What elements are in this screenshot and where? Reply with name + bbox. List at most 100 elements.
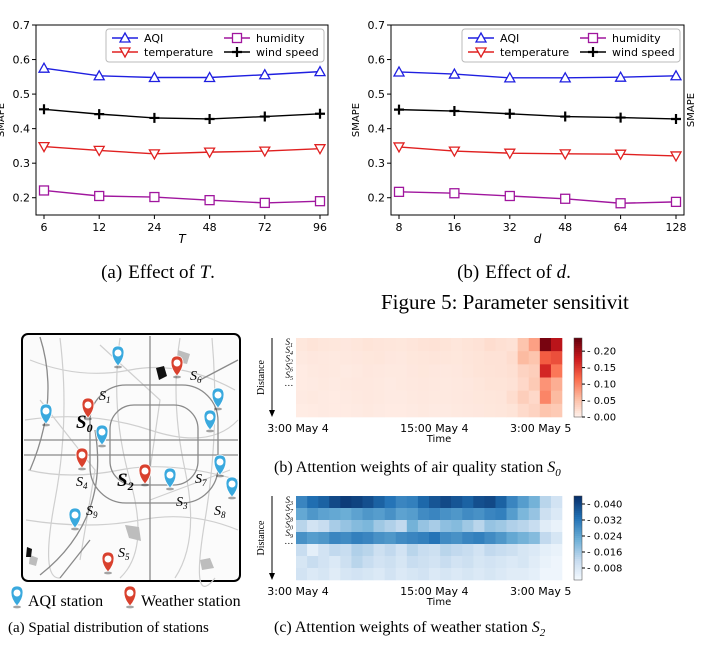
heat-cell — [517, 532, 530, 545]
data-point — [393, 186, 405, 198]
heat-cell — [329, 338, 341, 352]
heat-cell — [417, 338, 430, 352]
heat-cell — [318, 364, 330, 378]
colorbar-segment — [574, 538, 582, 541]
heat-cell — [550, 364, 563, 378]
series-line-temperature — [43, 145, 321, 155]
heat-cell — [417, 390, 430, 405]
row-label: … — [285, 536, 293, 546]
distance-arrowhead — [269, 573, 275, 580]
heat-cell — [417, 351, 430, 365]
heat-cell — [539, 364, 552, 378]
heat-cell — [340, 556, 352, 569]
heat-cell — [451, 496, 463, 509]
heat-cell — [384, 508, 397, 521]
colorbar-segment — [574, 395, 582, 398]
colorbar-segment — [574, 401, 582, 404]
heat-cell — [495, 556, 507, 569]
colorbar-segment — [574, 373, 582, 376]
data-point — [615, 198, 626, 209]
data-point — [259, 111, 270, 122]
heat-cell — [550, 390, 563, 405]
heat-cell — [373, 544, 385, 557]
heat-cell — [318, 520, 330, 533]
heat-cell — [406, 568, 419, 581]
heat-cell — [329, 520, 341, 533]
heat-cell — [539, 338, 552, 352]
colorbar-segment — [574, 379, 582, 382]
label-s6: S6 — [190, 369, 202, 385]
legend-entry: temperature — [144, 46, 213, 59]
heat-cell — [495, 520, 507, 533]
heat-cell — [495, 568, 507, 581]
heat-cell — [539, 532, 552, 545]
heat-cell — [362, 338, 374, 352]
heat-cell — [307, 403, 319, 418]
y-axis-label: SMAPE — [0, 103, 7, 137]
heat-cell — [528, 508, 541, 521]
heat-cell — [462, 377, 474, 391]
heat-cell — [484, 351, 496, 365]
heat-cell — [351, 556, 363, 569]
heat-cell — [351, 390, 363, 405]
heat-cell — [440, 520, 452, 533]
aqi-station-pin — [163, 467, 177, 491]
legend-box — [461, 28, 681, 63]
heat-cell — [373, 520, 385, 533]
data-point — [37, 61, 51, 73]
heat-cell — [462, 508, 474, 521]
heat-cell — [296, 351, 308, 365]
colorbar-segment — [574, 411, 582, 414]
heat-cell — [473, 351, 485, 365]
heat-cell — [395, 364, 408, 378]
colorbar-segment — [574, 375, 582, 378]
heat-cell — [406, 496, 419, 509]
heat-cell — [307, 496, 319, 509]
heat-cell — [473, 568, 485, 581]
colorbar-segment — [574, 523, 582, 526]
data-point — [314, 196, 326, 207]
data-point — [504, 108, 515, 119]
legend-box — [105, 28, 325, 63]
colorbar-frame — [573, 495, 583, 581]
x-tick-label: 6 — [41, 221, 48, 234]
heat-cell — [307, 532, 319, 545]
y-tick-label: 0.5 — [13, 88, 31, 101]
heat-cell — [318, 568, 330, 581]
aqi-station-pin — [203, 409, 217, 433]
heat-cell — [318, 496, 330, 509]
map-legend: AQI station Weather station — [10, 585, 241, 610]
data-point — [203, 147, 216, 159]
heat-cell — [329, 496, 341, 509]
x-axis-label: d — [534, 232, 542, 246]
heat-cell — [473, 338, 485, 352]
heat-cell — [462, 364, 474, 378]
colorbar-segment — [574, 573, 582, 577]
legend-aqi-pin-icon — [10, 585, 24, 609]
heat-cell — [528, 496, 541, 509]
aqi-station-pin — [225, 476, 239, 500]
data-point — [449, 188, 460, 199]
heat-cell — [406, 364, 419, 378]
heat-cell — [417, 377, 430, 391]
colorbar-segment — [574, 389, 582, 392]
heat-cell — [517, 496, 530, 509]
pin-hole — [78, 451, 86, 459]
heat-cell — [384, 364, 397, 378]
pin-hole — [71, 511, 79, 519]
x-tick-label: 32 — [503, 221, 517, 234]
legend-marker — [118, 31, 132, 43]
y-tick-label: 0.4 — [368, 123, 386, 136]
data-point — [93, 69, 106, 81]
colorbar-tick-label: - 0.15 — [587, 363, 616, 374]
right-chart-partial-ylabel: SMAPE — [686, 93, 697, 127]
data-point — [670, 196, 682, 208]
colorbar-segment — [574, 559, 582, 562]
x-tick-label: 3:00 May 5 — [510, 585, 571, 598]
row-label: S8 — [286, 511, 294, 523]
pin-hole — [104, 555, 112, 563]
heat-cell — [429, 351, 441, 365]
colorbar-segment — [574, 510, 582, 514]
heat-cell — [550, 403, 563, 418]
heat-cell — [440, 364, 452, 378]
